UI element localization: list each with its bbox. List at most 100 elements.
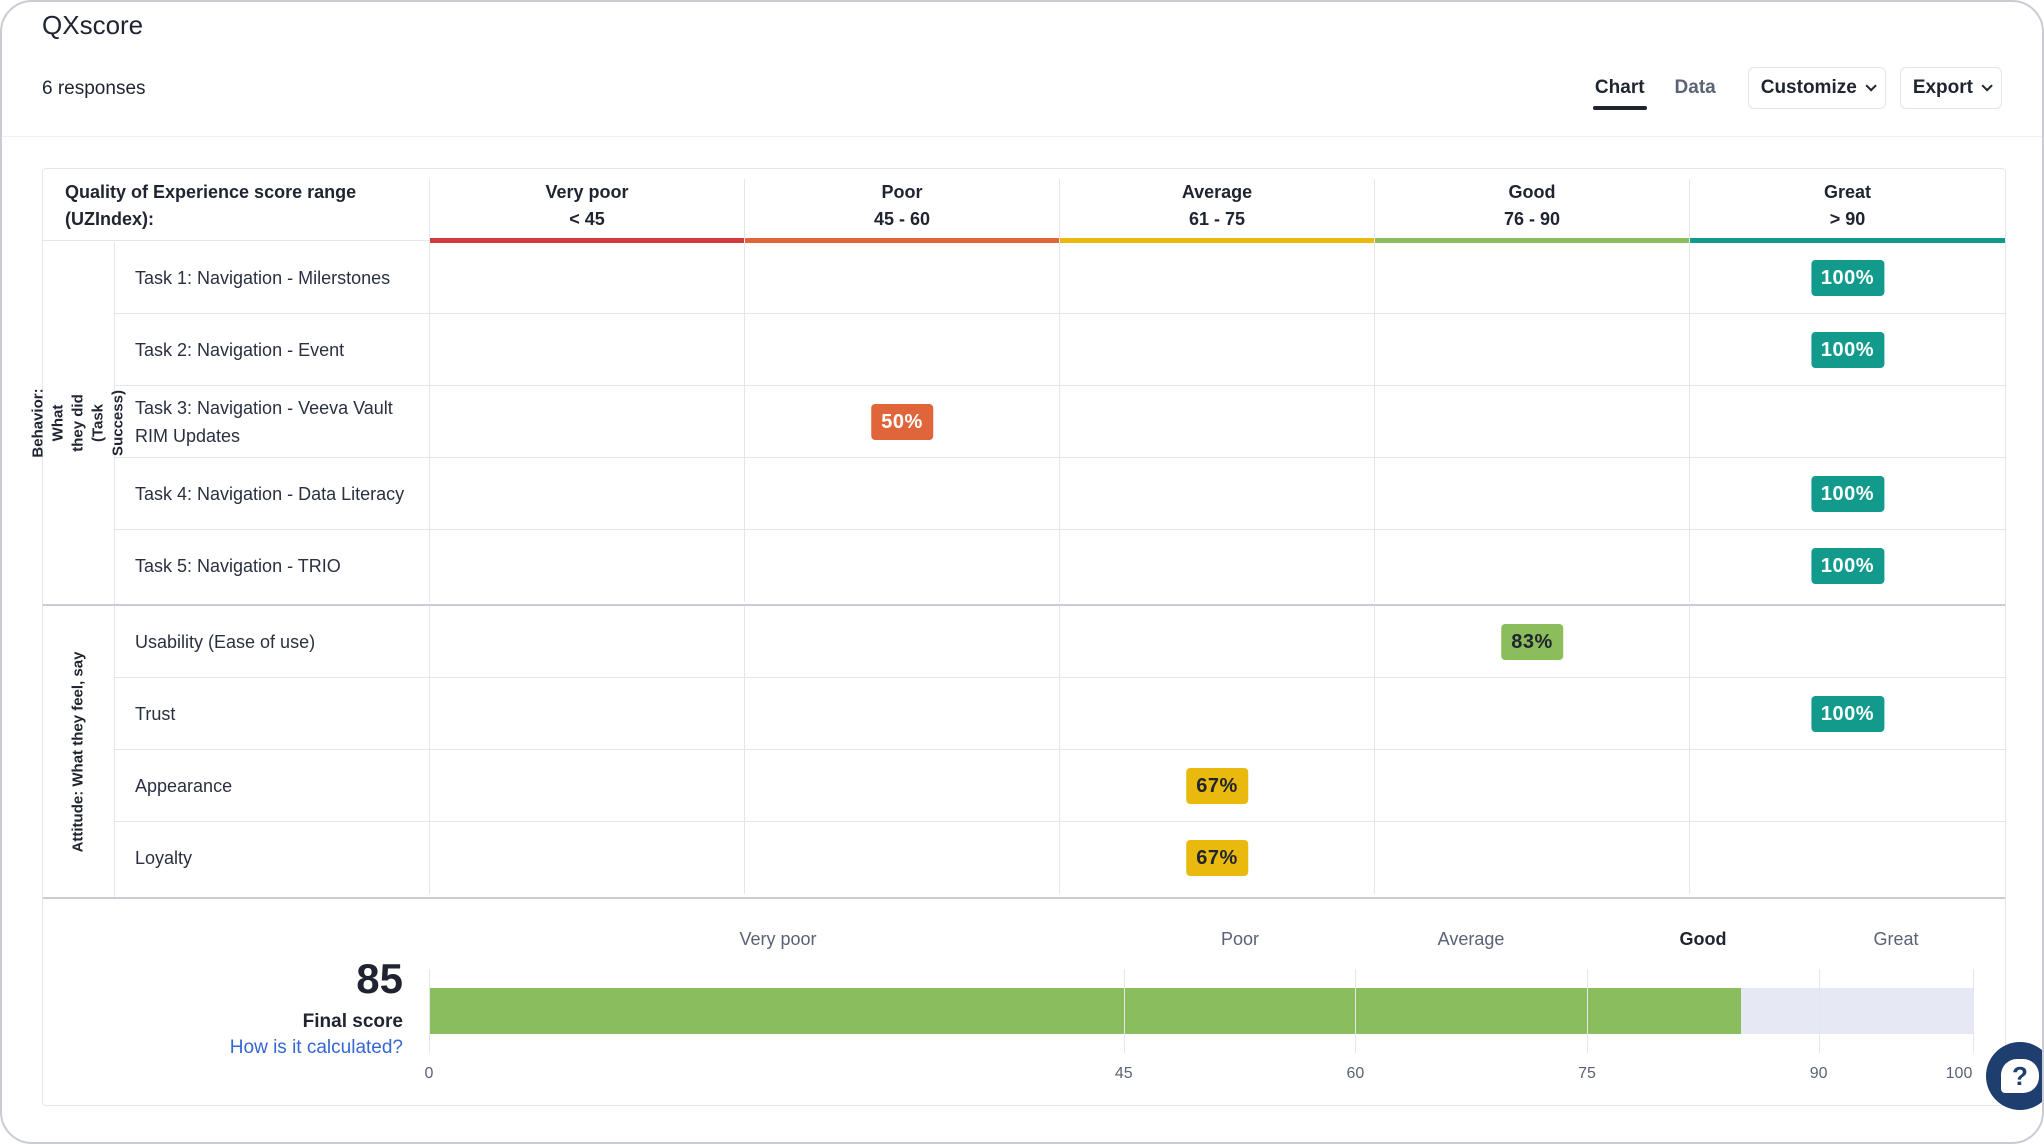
scale-tick	[1587, 969, 1588, 1053]
table-cell	[1689, 750, 2005, 822]
scale-tick-label: 60	[1346, 1065, 1365, 1082]
scale-band-good: Good	[1679, 929, 1727, 949]
help-chat-button[interactable]: ?	[1986, 1042, 2042, 1110]
scale-tick	[1123, 969, 1125, 1053]
scale-tick-label: 100	[1945, 1065, 1973, 1082]
table-cell	[429, 822, 744, 894]
row-label: Trust	[135, 704, 176, 724]
column-color-bar	[1690, 238, 2005, 243]
table-cell	[1374, 242, 1689, 314]
table-cell	[1374, 386, 1689, 458]
customize-label: Customize	[1760, 77, 1857, 98]
column-range: 61 - 75	[1188, 209, 1246, 229]
group-label-behavior: Behavior: What they did (Task Success)	[30, 242, 127, 604]
score-badge: 100%	[1810, 260, 1885, 296]
export-label: Export	[1912, 77, 1973, 98]
row-label: Task 4: Navigation - Data Literacy	[135, 484, 405, 504]
column-name: Great	[1823, 182, 1872, 202]
table-cell	[744, 606, 1059, 678]
row-label: Appearance	[135, 776, 233, 796]
scale-tick	[1973, 969, 1974, 1053]
table-row: Usability (Ease of use) 83%	[115, 606, 2005, 678]
score-range-label: Quality of Experience score range (UZInd…	[65, 182, 357, 229]
table-cell	[1059, 314, 1374, 386]
table-cell	[1059, 678, 1374, 750]
group-label-text: Behavior: What they did (Task Success)	[29, 388, 127, 458]
row-label: Task 2: Navigation - Event	[135, 340, 345, 360]
tab-data[interactable]: Data	[1674, 77, 1716, 98]
group-label-attitude: Attitude: What they feel, say	[43, 606, 115, 897]
export-button[interactable]: Export	[1899, 67, 2002, 109]
customize-button[interactable]: Customize	[1747, 67, 1886, 109]
table-cell	[1689, 822, 2005, 894]
table-cell	[1059, 242, 1374, 314]
scale-tick-label: 45	[1114, 1065, 1133, 1082]
column-color-bar	[1375, 238, 1689, 243]
table-cell	[429, 242, 744, 314]
table-cell	[744, 314, 1059, 386]
table-cell	[1059, 386, 1374, 458]
score-badge: 100%	[1810, 476, 1885, 512]
table-cell	[1689, 386, 2005, 458]
table-row: Loyalty 67%	[115, 822, 2005, 894]
table-cell	[1374, 458, 1689, 530]
table-cell	[744, 242, 1059, 314]
column-name: Very poor	[545, 182, 629, 202]
column-color-bar	[1060, 238, 1374, 243]
column-header-average: Average 61 - 75	[1059, 179, 1374, 243]
scale-band-great: Great	[1873, 929, 1919, 949]
score-badge: 67%	[1186, 840, 1248, 876]
table-cell	[429, 678, 744, 750]
table-cell	[429, 530, 744, 602]
group-divider	[43, 897, 2005, 899]
table-cell	[744, 678, 1059, 750]
view-toolbar: Chart Data Customize Export	[1587, 66, 2002, 110]
tab-chart[interactable]: Chart	[1587, 66, 1653, 110]
column-range: > 90	[1829, 209, 1866, 229]
table-row: Task 3: Navigation - Veeva Vault RIM Upd…	[115, 386, 2005, 458]
table-cell: 67%	[1059, 750, 1374, 822]
column-header-great: Great > 90	[1689, 179, 2005, 243]
table-cell	[429, 458, 744, 530]
chevron-down-icon	[1865, 80, 1877, 92]
table-row: Task 5: Navigation - TRIO 100%	[115, 530, 2005, 602]
scale-tick-label: 75	[1578, 1065, 1596, 1082]
table-row: Task 4: Navigation - Data Literacy 100%	[115, 458, 2005, 530]
table-cell	[1374, 750, 1689, 822]
help-question-icon: ?	[2001, 1059, 2039, 1093]
scale-tick	[1818, 969, 1820, 1053]
how-calculated-link[interactable]: How is it calculated?	[229, 1037, 403, 1058]
scale-tick	[1355, 969, 1357, 1053]
score-track	[429, 988, 1973, 1034]
table-cell: 100%	[1689, 530, 2005, 602]
chevron-down-icon	[1981, 80, 1993, 92]
table-cell	[429, 606, 744, 678]
score-badge: 83%	[1501, 624, 1563, 660]
row-label: Task 5: Navigation - TRIO	[135, 556, 341, 576]
scale-band-very-poor: Very poor	[739, 929, 817, 949]
scale-band-poor: Poor	[1220, 929, 1260, 949]
score-fill-bar	[429, 988, 1742, 1034]
table-cell	[744, 458, 1059, 530]
score-badge: 100%	[1810, 332, 1885, 368]
table-cell	[744, 530, 1059, 602]
column-name: Average	[1181, 182, 1253, 202]
response-count: 6 responses	[42, 78, 146, 99]
table-cell	[1374, 530, 1689, 602]
column-range: < 45	[569, 209, 605, 229]
scale-axis	[429, 969, 430, 1053]
score-badge: 100%	[1810, 696, 1885, 732]
scale-band-average: Average	[1437, 929, 1505, 949]
table-cell	[1374, 822, 1689, 894]
scale-tick-label: 0	[424, 1065, 434, 1082]
table-row: Trust 100%	[115, 678, 2005, 750]
table-cell	[1059, 530, 1374, 602]
final-score-label: Final score	[302, 1011, 403, 1032]
table-cell	[1374, 678, 1689, 750]
final-score-value: 85	[356, 955, 403, 1002]
column-color-bar	[430, 238, 744, 243]
table-cell	[744, 750, 1059, 822]
table-cell	[1059, 606, 1374, 678]
column-name: Good	[1508, 182, 1556, 202]
